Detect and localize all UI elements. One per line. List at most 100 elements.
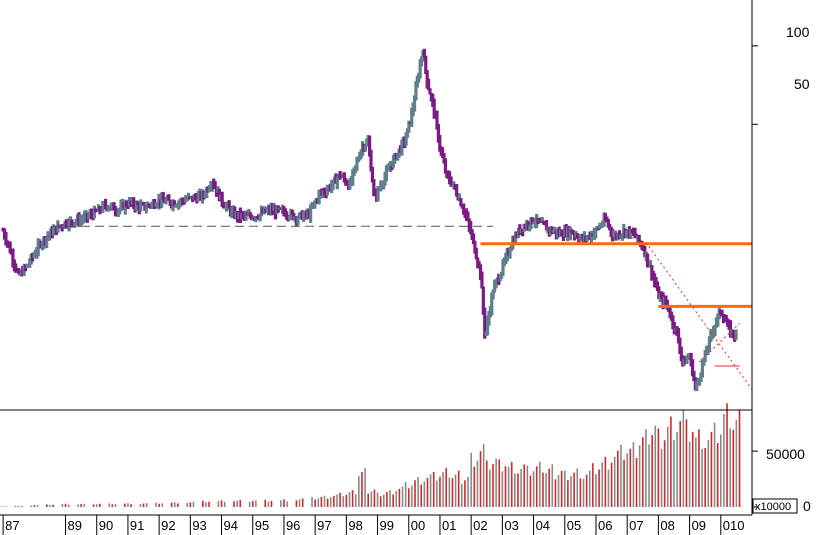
volume-bar [532, 471, 535, 507]
volume-bar [130, 504, 132, 507]
price-bar [172, 200, 177, 207]
volume-bar [420, 484, 423, 507]
volume-bar [342, 496, 345, 507]
volume-bar [295, 500, 298, 507]
price-bar [290, 209, 294, 216]
volume-bar [695, 437, 697, 507]
price-bar [594, 227, 598, 239]
volume-bar [617, 450, 619, 507]
vol-tick-label-0: 0 [803, 498, 811, 514]
volume-bar [707, 439, 710, 507]
volume-unit-box [752, 498, 798, 514]
volume-bar [704, 447, 706, 507]
price-bar [213, 180, 217, 188]
volume-bar [83, 503, 86, 507]
volume-bar [729, 428, 731, 507]
volume-bar [358, 476, 360, 507]
volume-bar [251, 501, 254, 507]
volume-bar [673, 439, 675, 507]
x-tick-label: 03 [504, 518, 518, 533]
x-tick-label: 93 [192, 518, 206, 533]
volume-bar [698, 429, 700, 507]
price-bar [365, 138, 369, 147]
price-bar [254, 215, 258, 223]
volume-bar [582, 478, 585, 507]
volume-bar [563, 470, 566, 507]
price-bar [655, 281, 660, 291]
price-bar [480, 271, 484, 289]
price-bar [707, 336, 712, 353]
volume-bar [345, 494, 348, 507]
x-tick-label: 00 [411, 518, 425, 533]
x-tick-label: 05 [567, 518, 581, 533]
volume-bar [301, 498, 304, 507]
price-bar [544, 220, 549, 231]
price-bar [428, 88, 432, 95]
volume-bar [523, 464, 526, 507]
volume-bar [641, 437, 644, 507]
price-bar [345, 180, 349, 186]
volume-bar [401, 486, 404, 507]
volume-bar [504, 466, 507, 507]
volume-bar [685, 419, 688, 507]
price-bar [132, 197, 136, 209]
volume-bar [461, 483, 463, 507]
volume-bar [660, 448, 663, 507]
price-bar [449, 176, 453, 187]
volume-bar [64, 503, 67, 507]
price-bar [400, 139, 404, 156]
x-tick-label: 98 [348, 518, 362, 533]
volume-bar [189, 502, 192, 507]
volume-bar [17, 505, 20, 507]
volume-bar [173, 502, 176, 507]
volume-bar [726, 403, 728, 507]
price-bar [657, 286, 661, 299]
volume-bar [588, 470, 591, 507]
volume-bar [691, 431, 694, 507]
volume-bar [467, 476, 469, 507]
price-bar [47, 233, 52, 241]
volume-bar [654, 425, 657, 507]
volume-bar [142, 503, 145, 507]
price-bar [8, 241, 12, 254]
volume-bar [451, 478, 454, 507]
price-bar [553, 226, 557, 235]
volume-bar [392, 494, 394, 507]
price-bar [60, 224, 64, 232]
volume-bar [395, 491, 398, 507]
price-bar [542, 220, 546, 225]
x-tick-label: 01 [442, 518, 456, 533]
volume-bar [514, 473, 516, 507]
volume-bar [436, 480, 438, 507]
volume-bar [648, 444, 650, 507]
volume-bar [21, 506, 23, 507]
x-tick-label: 08 [660, 518, 674, 533]
price-bar [473, 240, 477, 254]
price-bar [4, 231, 8, 246]
volume-bar [46, 504, 48, 507]
volume-bar [623, 459, 625, 507]
price-bar [703, 349, 707, 363]
price-bar [702, 359, 706, 366]
x-tick-label: 09 [692, 518, 706, 533]
volume-bar [517, 473, 519, 507]
price-bar [720, 309, 724, 317]
volume-bar [161, 503, 164, 507]
x-tick-label: 91 [130, 518, 144, 533]
x-tick-label: 07 [629, 518, 643, 533]
volume-bar [442, 472, 444, 507]
volume-bar [202, 500, 204, 507]
price-bar [372, 178, 376, 197]
volume-bar [713, 422, 716, 507]
volume-bar [732, 429, 735, 507]
volume-bar [542, 472, 544, 507]
volume-bar [124, 503, 126, 507]
price-bar [442, 153, 446, 164]
price-bar [455, 183, 459, 197]
price-bar [713, 324, 717, 336]
volume-bar [398, 488, 401, 507]
volume-bar [404, 481, 407, 507]
volume-bar [573, 472, 575, 507]
volume-bar [579, 478, 582, 507]
volume-bar [286, 501, 288, 507]
